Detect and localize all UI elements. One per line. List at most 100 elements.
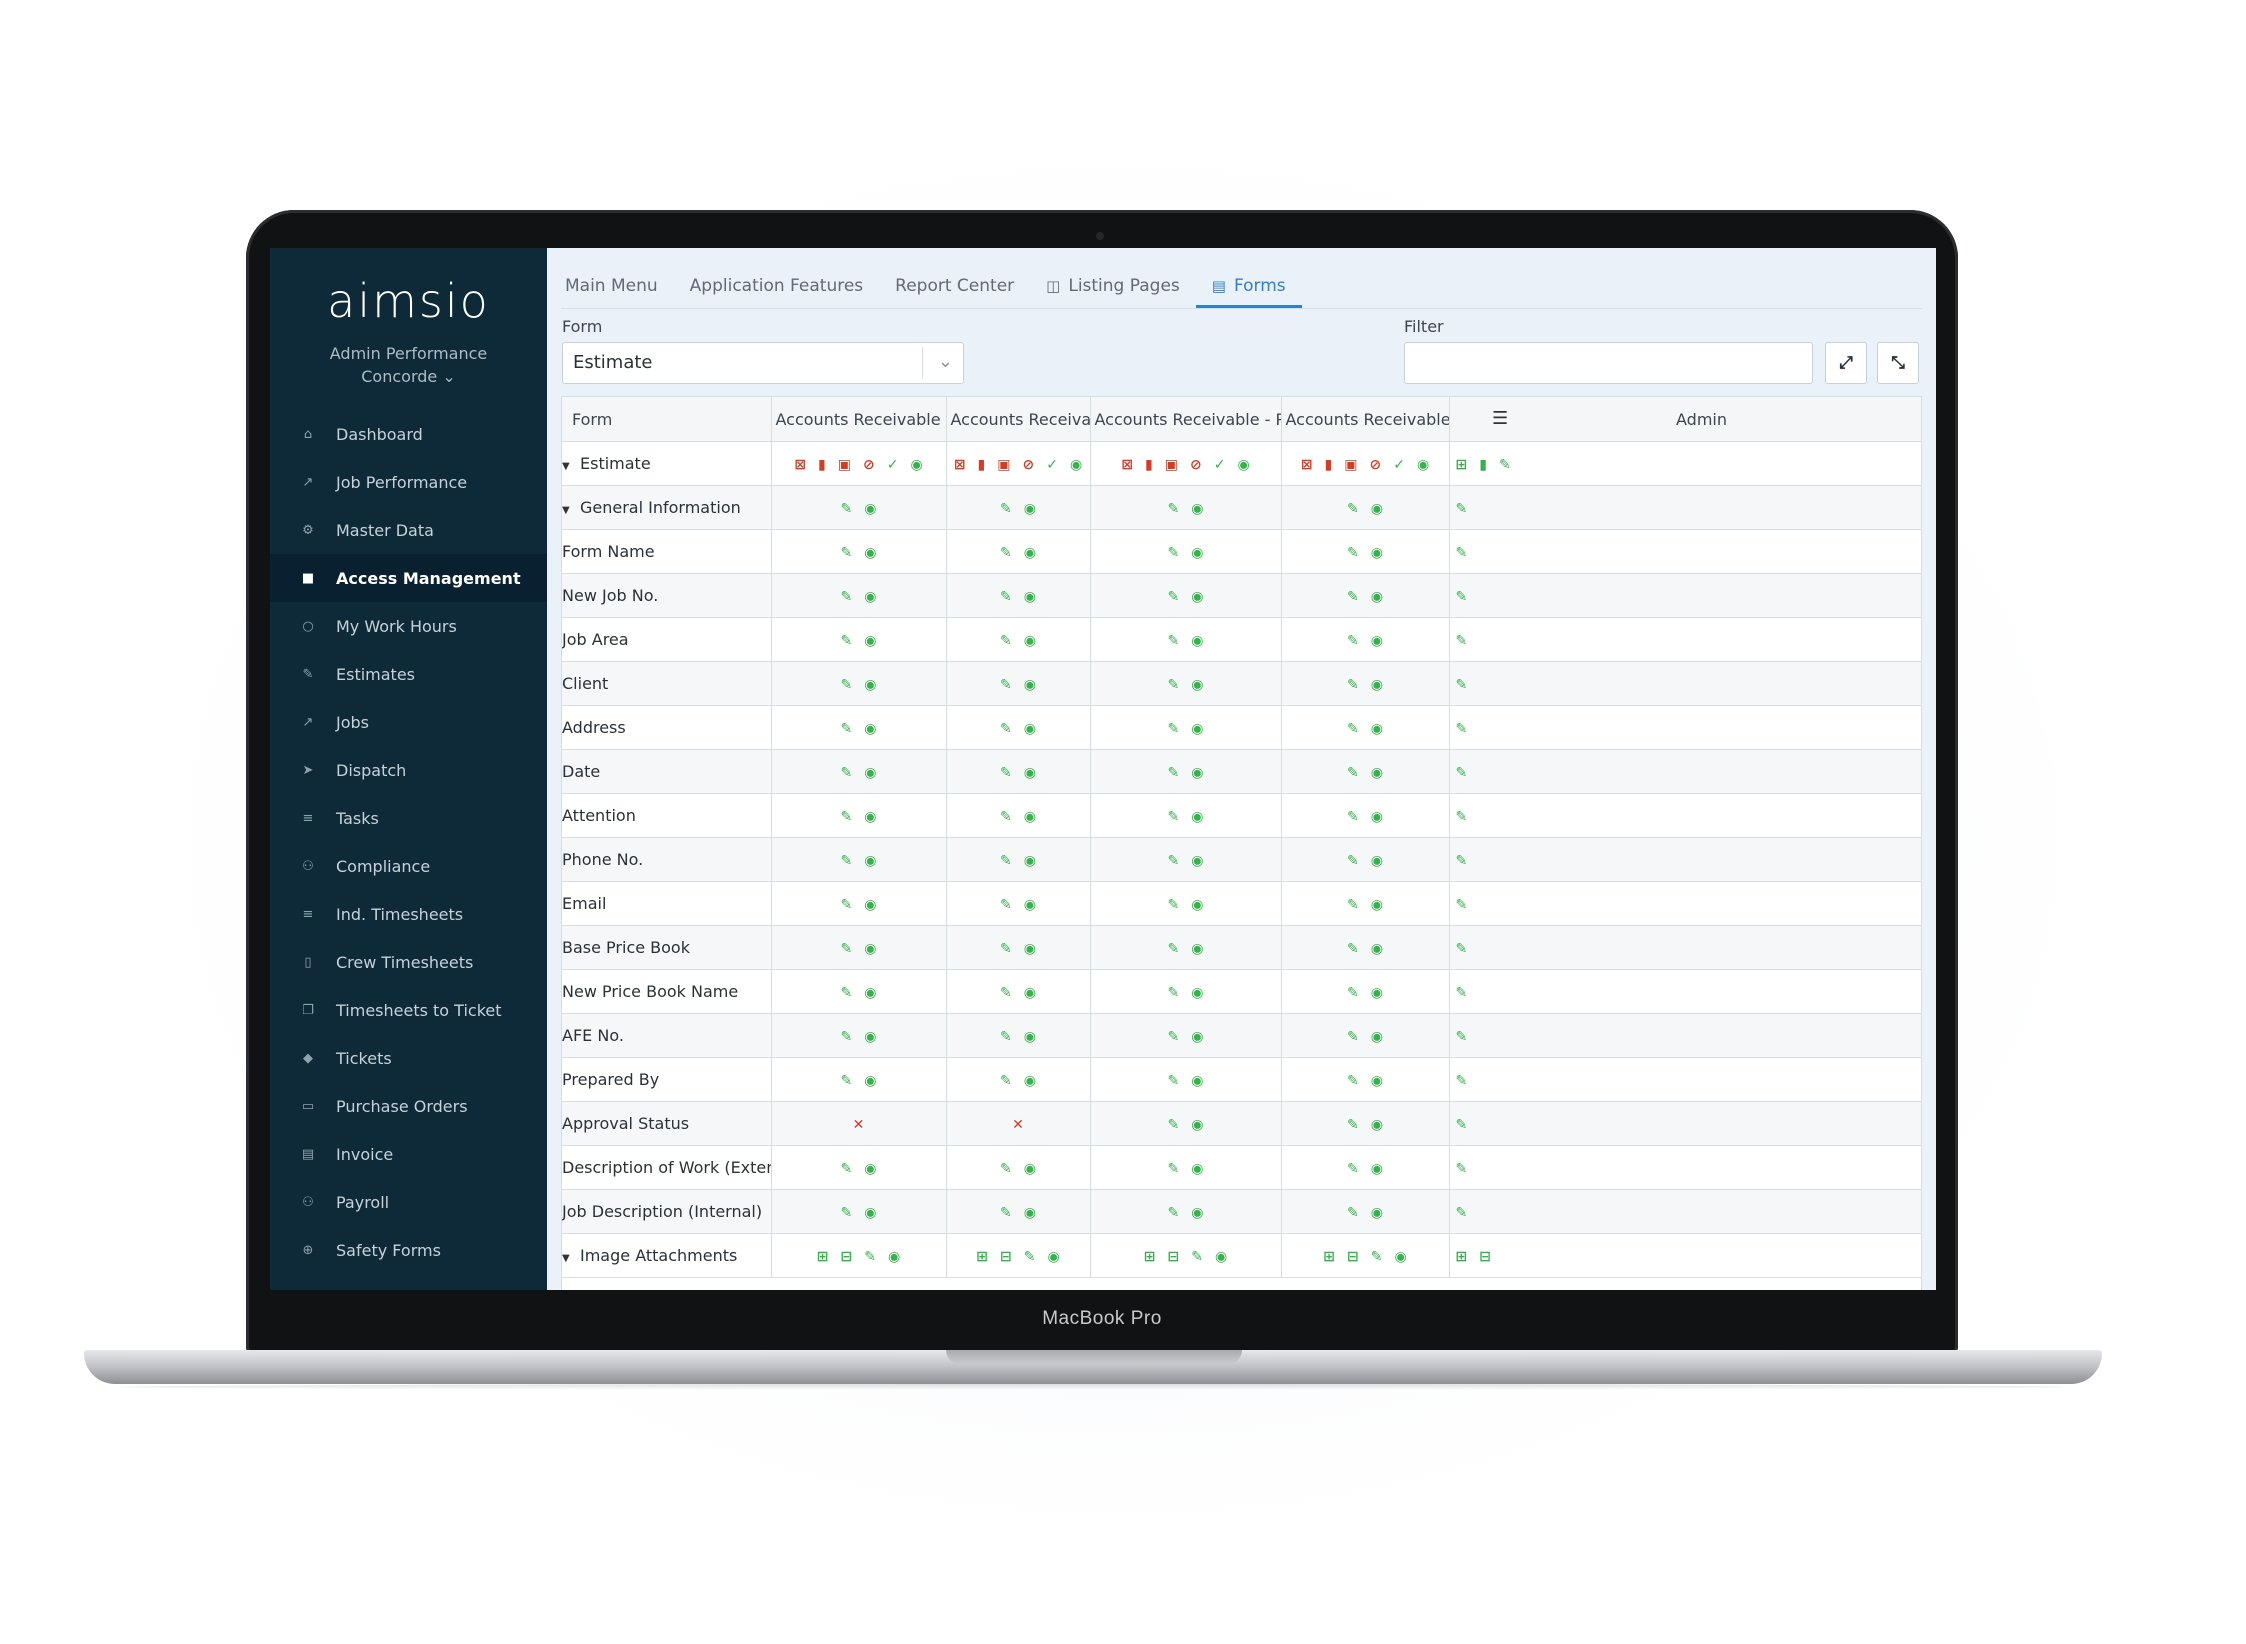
edit-icon[interactable]: ✎ [1370, 1249, 1383, 1265]
sidebar-item-safety-forms[interactable]: ⊕ Safety Forms [270, 1226, 547, 1274]
column-header[interactable]: Admin [1449, 397, 1921, 442]
eye-icon[interactable]: ◉ [864, 633, 877, 649]
edit-icon[interactable]: ✎ [1167, 721, 1180, 737]
edit-icon[interactable]: ✎ [1167, 633, 1180, 649]
column-header[interactable]: Accounts Receivable - Performance [1090, 397, 1282, 442]
edit-icon[interactable]: ✎ [840, 1161, 853, 1177]
eye-icon[interactable]: ◉ [1370, 809, 1383, 825]
edit-icon[interactable]: ✎ [1347, 1161, 1359, 1177]
edit-icon[interactable]: ✎ [1455, 1029, 1468, 1045]
edit-icon[interactable]: ✎ [840, 941, 853, 957]
column-header[interactable]: Accounts Receivable - Lite [946, 397, 1091, 442]
sidebar-item-master-data[interactable]: ⚙ Master Data [270, 506, 547, 554]
edit-icon[interactable]: ✎ [840, 721, 853, 737]
eye-icon[interactable]: ◉ [1191, 1073, 1204, 1089]
edit-icon[interactable]: ✎ [1167, 1073, 1180, 1089]
edit-icon[interactable]: ✎ [1000, 633, 1012, 649]
edit-icon[interactable]: ✎ [840, 633, 853, 649]
eye-icon[interactable]: ◉ [1191, 545, 1204, 561]
minus-square-icon[interactable]: ⊟ [840, 1249, 853, 1265]
eye-icon[interactable]: ◉ [1370, 1205, 1383, 1221]
eye-icon[interactable]: ◉ [1023, 1161, 1036, 1177]
eye-icon[interactable]: ◉ [864, 897, 877, 913]
trash-icon[interactable]: ▮ [1324, 457, 1333, 473]
edit-square-icon[interactable]: ▣ [997, 457, 1011, 473]
edit-icon[interactable]: ✎ [1000, 1073, 1012, 1089]
column-header[interactable]: Form [562, 397, 772, 442]
edit-icon[interactable]: ✎ [1347, 1205, 1359, 1221]
edit-icon[interactable]: ✎ [1347, 941, 1359, 957]
eye-icon[interactable]: ◉ [1191, 985, 1204, 1001]
edit-icon[interactable]: ✎ [1167, 589, 1180, 605]
edit-icon[interactable]: ✎ [1455, 1117, 1468, 1133]
trash-icon[interactable]: ▮ [977, 457, 986, 473]
edit-icon[interactable]: ✎ [1167, 677, 1180, 693]
edit-icon[interactable]: ✎ [1347, 545, 1359, 561]
edit-icon[interactable]: ✎ [1000, 589, 1012, 605]
eye-icon[interactable]: ◉ [1370, 545, 1383, 561]
eye-icon[interactable]: ◉ [1370, 853, 1383, 869]
edit-icon[interactable]: ✎ [1347, 809, 1359, 825]
compress-icon[interactable]: ⤡ [1877, 342, 1919, 384]
eye-icon[interactable]: ◉ [1023, 501, 1036, 517]
eye-icon[interactable]: ◉ [1047, 1249, 1060, 1265]
eye-icon[interactable]: ◉ [1370, 897, 1383, 913]
tab-forms[interactable]: ▤ Forms [1195, 276, 1302, 308]
edit-icon[interactable]: ✎ [864, 1249, 876, 1265]
eye-icon[interactable]: ◉ [1191, 1161, 1204, 1177]
eye-icon[interactable]: ◉ [864, 985, 877, 1001]
eye-icon[interactable]: ◉ [1370, 501, 1383, 517]
sidebar-item-dispatch[interactable]: ➤ Dispatch [270, 746, 547, 794]
sidebar-item-my-work-hours[interactable]: ○ My Work Hours [270, 602, 547, 650]
plus-square-icon[interactable]: ⊞ [816, 1249, 829, 1265]
eye-icon[interactable]: ◉ [1023, 1205, 1036, 1221]
edit-icon[interactable]: ✎ [840, 1073, 853, 1089]
eye-icon[interactable]: ◉ [1370, 1161, 1383, 1177]
eye-icon[interactable]: ◉ [1023, 765, 1036, 781]
edit-icon[interactable]: ✎ [840, 545, 853, 561]
hamburger-icon[interactable]: ☰ [1488, 408, 1509, 429]
filter-input[interactable] [1404, 342, 1813, 384]
sidebar-item-purchase-orders[interactable]: ▭ Purchase Orders [270, 1082, 547, 1130]
eye-icon[interactable]: ◉ [1023, 897, 1036, 913]
eye-icon[interactable]: ◉ [1023, 589, 1036, 605]
eye-icon[interactable]: ◉ [887, 1249, 901, 1265]
eye-icon[interactable]: ◉ [1191, 941, 1204, 957]
sidebar-item-job-performance[interactable]: ↗ Job Performance [270, 458, 547, 506]
sidebar-item-dashboard[interactable]: ⌂ Dashboard [270, 410, 547, 458]
caret-down-icon[interactable]: ▼ [562, 505, 570, 516]
edit-icon[interactable]: ✎ [1347, 853, 1359, 869]
eye-icon[interactable]: ◉ [1023, 941, 1036, 957]
eye-icon[interactable]: ◉ [1023, 853, 1036, 869]
minus-square-icon[interactable]: ⊟ [1167, 1249, 1180, 1265]
edit-icon[interactable]: ✎ [1455, 501, 1468, 517]
sidebar-item-invoice[interactable]: ▤ Invoice [270, 1130, 547, 1178]
trash-icon[interactable]: ▮ [818, 457, 826, 473]
eye-icon[interactable]: ◉ [1191, 721, 1204, 737]
edit-icon[interactable]: ✎ [1498, 457, 1511, 473]
column-header[interactable]: Accounts Receivable - Essentials [771, 397, 947, 442]
sidebar-item-tickets[interactable]: ◆ Tickets [270, 1034, 547, 1082]
eye-icon[interactable]: ◉ [1370, 1117, 1383, 1133]
eye-icon[interactable]: ◉ [1191, 1117, 1204, 1133]
edit-icon[interactable]: ✎ [1000, 501, 1012, 517]
sidebar-item-payroll[interactable]: ⚇ Payroll [270, 1178, 547, 1226]
edit-icon[interactable]: ✎ [1455, 633, 1468, 649]
edit-icon[interactable]: ✎ [1347, 765, 1359, 781]
edit-icon[interactable]: ✎ [1000, 545, 1012, 561]
edit-icon[interactable]: ✎ [1167, 809, 1180, 825]
edit-icon[interactable]: ✎ [1000, 721, 1012, 737]
edit-icon[interactable]: ✎ [840, 809, 853, 825]
edit-icon[interactable]: ✎ [1167, 1205, 1180, 1221]
expand-icon[interactable]: ⤢ [1825, 342, 1867, 384]
trash-icon[interactable]: ▮ [1145, 457, 1153, 473]
eye-icon[interactable]: ◉ [864, 1029, 877, 1045]
eye-icon[interactable]: ◉ [1191, 765, 1204, 781]
eye-icon[interactable]: ◉ [1191, 1029, 1204, 1045]
edit-icon[interactable]: ✎ [1000, 1205, 1012, 1221]
edit-icon[interactable]: ✎ [1455, 897, 1468, 913]
times-icon[interactable]: ✕ [852, 1117, 865, 1133]
tab-report-center[interactable]: Report Center [879, 276, 1030, 308]
eye-icon[interactable]: ◉ [864, 941, 877, 957]
edit-icon[interactable]: ✎ [840, 1205, 853, 1221]
